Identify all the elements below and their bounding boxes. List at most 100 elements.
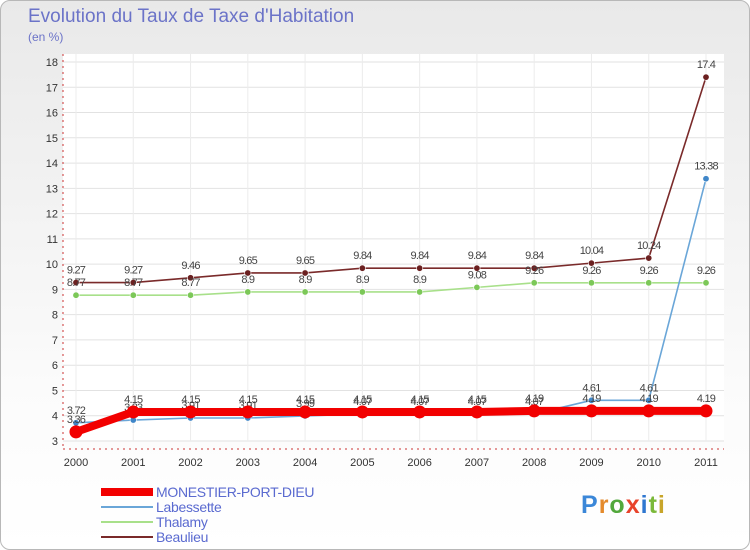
data-label-beaulieu: 9.65 [296, 255, 315, 267]
data-point-beaulieu [702, 73, 710, 81]
data-point-thalamy [530, 279, 538, 287]
data-label-beaulieu: 9.27 [67, 265, 86, 277]
data-label-thalamy: 9.26 [582, 265, 601, 277]
x-tick-label: 2002 [178, 457, 202, 469]
logo-letter: t [648, 491, 658, 519]
data-point-monestier-port-dieu [355, 405, 369, 419]
plot-area [63, 54, 724, 441]
y-tick-label: 18 [46, 57, 58, 69]
logo-letter: o [609, 491, 626, 519]
y-tick-label: 14 [46, 158, 58, 170]
data-point-thalamy [587, 279, 595, 287]
data-point-monestier-port-dieu [527, 404, 541, 418]
data-label-beaulieu: 9.84 [411, 250, 430, 262]
data-label-thalamy: 9.26 [525, 265, 544, 277]
y-tick-label: 13 [46, 183, 58, 195]
data-label-beaulieu: 10.24 [637, 240, 661, 252]
data-label-labessette: 4.07 [468, 396, 487, 408]
data-point-thalamy [645, 279, 653, 287]
series-line-monestier-port-dieu [72, 406, 710, 436]
data-point-beaulieu [187, 274, 195, 282]
y-tick-label: 16 [46, 108, 58, 120]
data-label-beaulieu: 9.46 [181, 260, 200, 272]
data-label-thalamy: 8.9 [413, 274, 427, 286]
data-label-beaulieu: 9.84 [468, 250, 487, 262]
data-label-thalamy: 8.9 [356, 274, 370, 286]
data-point-beaulieu [72, 279, 80, 287]
x-tick-label: 2004 [293, 457, 317, 469]
data-point-monestier-port-dieu [642, 404, 656, 418]
data-label-thalamy: 9.08 [468, 269, 487, 281]
legend-label-labessette: Labessette [156, 499, 222, 515]
data-point-thalamy [416, 288, 424, 296]
y-tick-label: 12 [46, 209, 58, 221]
data-label-labessette: 4.61 [582, 382, 601, 394]
legend-swatch-monestier [101, 488, 153, 496]
y-tick-label: 3 [52, 436, 58, 448]
data-point-beaulieu [129, 279, 137, 287]
legend-label-thalamy: Thalamy [156, 514, 208, 530]
x-tick-label: 2008 [522, 457, 546, 469]
data-label-thalamy: 9.26 [697, 265, 716, 277]
data-label-beaulieu: 9.65 [239, 255, 258, 267]
data-label-beaulieu: 10.04 [580, 245, 604, 257]
data-label-thalamy: 8.9 [299, 274, 313, 286]
data-label-thalamy: 8.77 [124, 277, 143, 289]
data-label-beaulieu: 9.84 [525, 250, 544, 262]
y-tick-label: 5 [52, 385, 58, 397]
data-point-beaulieu [358, 264, 366, 272]
data-label-labessette: 13.38 [694, 161, 718, 173]
legend-swatch-beaulieu [101, 536, 153, 538]
data-label-labessette: 4.07 [525, 396, 544, 408]
logo-letter: P [581, 491, 599, 519]
data-point-thalamy [358, 288, 366, 296]
legend-label-monestier: MONESTIER-PORT-DIEU [156, 484, 315, 500]
data-point-beaulieu [530, 264, 538, 272]
x-tick-label: 2009 [579, 457, 603, 469]
data-point-thalamy [244, 288, 252, 296]
data-label-thalamy: 8.77 [181, 277, 200, 289]
logo-letter: i [640, 491, 649, 519]
data-point-beaulieu [244, 269, 252, 277]
x-tick-label: 2010 [636, 457, 660, 469]
y-tick-label: 6 [52, 360, 58, 372]
data-point-thalamy [702, 279, 710, 287]
data-label-monestier-port-dieu: 4.15 [353, 394, 372, 406]
data-point-beaulieu [645, 254, 653, 262]
chart-title: Evolution du Taux de Taxe d'Habitation [28, 6, 355, 27]
data-point-beaulieu [416, 264, 424, 272]
data-point-beaulieu [473, 264, 481, 272]
data-label-thalamy: 8.77 [67, 277, 86, 289]
data-point-thalamy [473, 283, 481, 291]
data-point-beaulieu [301, 269, 309, 277]
data-point-monestier-port-dieu [699, 404, 713, 418]
data-point-thalamy [72, 291, 80, 299]
data-label-beaulieu: 9.84 [353, 250, 372, 262]
data-point-labessette [645, 396, 653, 404]
y-tick-label: 9 [52, 284, 58, 296]
data-label-monestier-port-dieu: 3.36 [67, 414, 86, 426]
y-tick-label: 4 [52, 411, 58, 423]
chart-unit: (en %) [28, 30, 64, 44]
y-tick-label: 8 [52, 310, 58, 322]
series-line-beaulieu [75, 76, 707, 284]
data-label-thalamy: 8.9 [241, 274, 255, 286]
y-tick-label: 17 [46, 82, 58, 94]
x-tick-label: 2007 [465, 457, 489, 469]
data-label-labessette: 4.07 [353, 396, 372, 408]
x-tick-label: 2006 [407, 457, 431, 469]
data-point-monestier-port-dieu [298, 405, 312, 419]
proxiti-logo: Proxiti [581, 491, 666, 520]
y-tick-label: 10 [46, 259, 58, 271]
data-label-monestier-port-dieu: 4.15 [296, 394, 315, 406]
data-label-monestier-port-dieu: 4.19 [640, 393, 659, 405]
legend-label-beaulieu: Beaulieu [156, 529, 209, 545]
data-point-monestier-port-dieu [413, 405, 427, 419]
data-point-thalamy [187, 291, 195, 299]
data-label-monestier-port-dieu: 4.19 [697, 393, 716, 405]
y-tick-label: 7 [52, 335, 58, 347]
data-point-beaulieu [587, 259, 595, 267]
data-label-monestier-port-dieu: 4.15 [124, 394, 143, 406]
